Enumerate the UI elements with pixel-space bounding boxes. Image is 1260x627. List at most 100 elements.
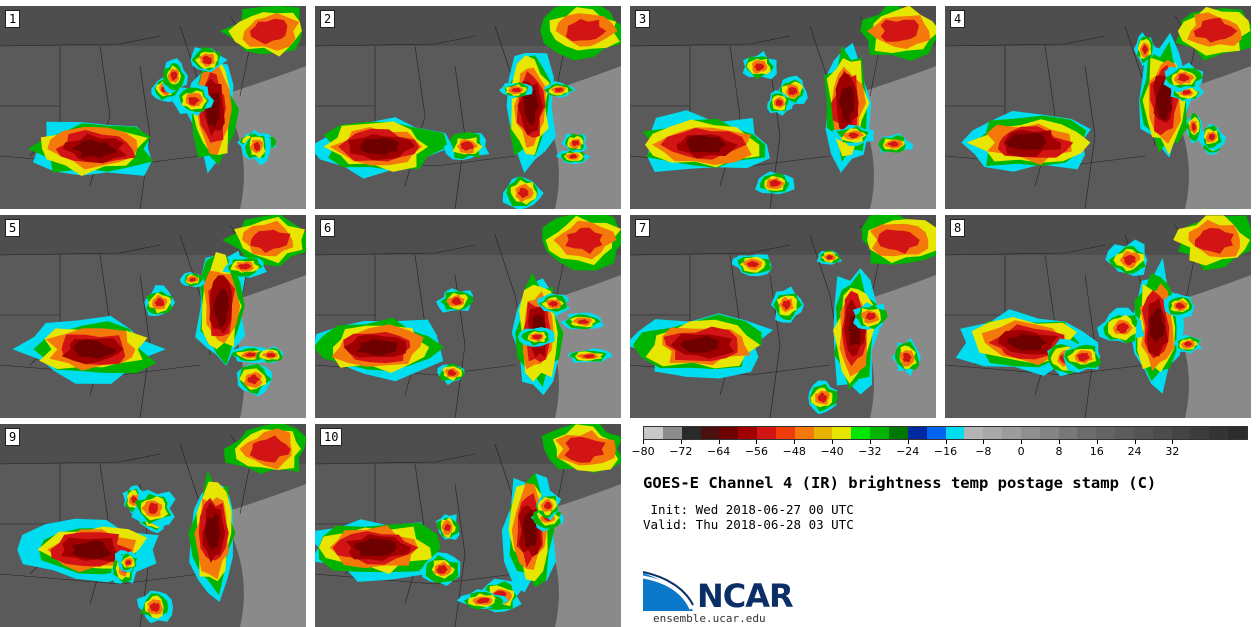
satellite-map <box>630 6 936 209</box>
colorbar-cell <box>945 427 965 439</box>
init-time: Init: Wed 2018-06-27 00 UTC <box>643 502 854 517</box>
colorbar-cell <box>775 427 795 439</box>
colorbar-cell <box>719 427 739 439</box>
colorbar-cell <box>1133 427 1153 439</box>
colorbar-tick-label: 32 <box>1165 445 1180 458</box>
valid-time: Valid: Thu 2018-06-28 03 UTC <box>643 517 854 532</box>
colorbar-tick <box>983 440 985 444</box>
colorbar-tick <box>794 440 796 444</box>
satellite-map <box>945 215 1251 418</box>
panel-number-label: 7 <box>635 219 651 237</box>
colorbar-tick <box>945 440 947 444</box>
colorbar-tick <box>1134 440 1136 444</box>
colorbar-cell <box>644 427 663 439</box>
colorbar-tick-label: −64 <box>707 445 731 458</box>
colorbar-tick-label: −8 <box>975 445 992 458</box>
colorbar-strip <box>643 426 1248 440</box>
figure-title: GOES-E Channel 4 (IR) brightness temp po… <box>643 474 1157 492</box>
colorbar-cell <box>1020 427 1040 439</box>
colorbar-cell <box>662 427 682 439</box>
ncar-logo-text: NCAR <box>697 577 794 615</box>
panel-number-label: 10 <box>320 428 343 446</box>
colorbar-tick <box>643 440 644 444</box>
colorbar-cell <box>681 427 701 439</box>
colorbar-tick <box>1096 440 1098 444</box>
ensemble-member-panel: 2 <box>315 6 621 209</box>
ensemble-member-panel: 5 <box>0 215 306 418</box>
satellite-map <box>315 424 621 627</box>
colorbar-tick-label: 16 <box>1089 445 1104 458</box>
panel-number-label: 3 <box>635 10 651 28</box>
panel-number-label: 1 <box>5 10 21 28</box>
colorbar-tick <box>869 440 871 444</box>
colorbar-tick-label: −80 <box>631 445 655 458</box>
colorbar-cell <box>1039 427 1059 439</box>
colorbar-tick-label: −48 <box>782 445 806 458</box>
satellite-map <box>630 215 936 418</box>
panel-number-label: 8 <box>950 219 966 237</box>
colorbar-cell <box>1115 427 1134 439</box>
colorbar-cell <box>1228 427 1247 439</box>
ensemble-member-panel: 8 <box>945 215 1251 418</box>
site-url: ensemble.ucar.edu <box>653 612 766 625</box>
colorbar-cell <box>888 427 908 439</box>
panel-number-label: 6 <box>320 219 336 237</box>
colorbar-tick-label: −56 <box>744 445 769 458</box>
colorbar-cell <box>1077 427 1097 439</box>
colorbar-cell <box>926 427 946 439</box>
colorbar-tick <box>680 440 682 444</box>
panel-number-label: 9 <box>5 428 21 446</box>
colorbar-cell <box>832 427 852 439</box>
run-times: Init: Wed 2018-06-27 00 UTC Valid: Thu 2… <box>643 502 854 532</box>
colorbar-cell <box>964 427 984 439</box>
colorbar-cell <box>870 427 889 439</box>
ensemble-member-panel: 4 <box>945 6 1251 209</box>
colorbar-cell <box>794 427 814 439</box>
colorbar-cell <box>1058 427 1078 439</box>
colorbar-tick <box>1021 440 1023 444</box>
colorbar-tick-label: 8 <box>1055 445 1063 458</box>
ensemble-member-panel: 3 <box>630 6 936 209</box>
ensemble-member-panel: 9 <box>0 424 306 627</box>
colorbar-cell <box>738 427 758 439</box>
colorbar-cell <box>1209 427 1229 439</box>
ensemble-member-panel: 10 <box>315 424 621 627</box>
colorbar-tick-label: 24 <box>1127 445 1142 458</box>
colorbar-tick <box>907 440 909 444</box>
ensemble-member-panel: 6 <box>315 215 621 418</box>
satellite-map <box>945 6 1251 209</box>
ncar-logo-icon <box>643 571 694 611</box>
colorbar-cell <box>700 427 720 439</box>
colorbar-tick <box>832 440 834 444</box>
satellite-map <box>0 215 306 418</box>
satellite-map <box>0 424 306 627</box>
colorbar-tick-label: 0 <box>1017 445 1025 458</box>
colorbar-tick-label: −24 <box>896 445 920 458</box>
colorbar-cell <box>757 427 776 439</box>
colorbar-cell <box>1190 427 1210 439</box>
colorbar-tick-label: −32 <box>858 445 882 458</box>
colorbar-cell <box>813 427 833 439</box>
ensemble-member-panel: 7 <box>630 215 936 418</box>
colorbar-cell <box>907 427 927 439</box>
panel-number-label: 4 <box>950 10 966 28</box>
colorbar-cell <box>1002 427 1021 439</box>
satellite-map <box>0 6 306 209</box>
colorbar-tick <box>1058 440 1060 444</box>
colorbar-cell <box>1152 427 1172 439</box>
ensemble-member-panel: 1 <box>0 6 306 209</box>
satellite-map <box>315 215 621 418</box>
colorbar-tick <box>718 440 720 444</box>
colorbar-cell <box>1096 427 1116 439</box>
colorbar-cell <box>1171 427 1191 439</box>
panel-number-label: 5 <box>5 219 21 237</box>
colorbar-tick-label: −40 <box>820 445 844 458</box>
colorbar: −80 −72 −64 −56 −48 −40 −32 −24 −16 −8 0 8 16 24 32 <box>631 426 1248 462</box>
colorbar-cell <box>983 427 1003 439</box>
colorbar-cell <box>851 427 871 439</box>
satellite-map <box>315 6 621 209</box>
panel-number-label: 2 <box>320 10 336 28</box>
colorbar-tick <box>756 440 758 444</box>
colorbar-tick-label: −72 <box>669 445 693 458</box>
colorbar-tick <box>1172 440 1174 444</box>
